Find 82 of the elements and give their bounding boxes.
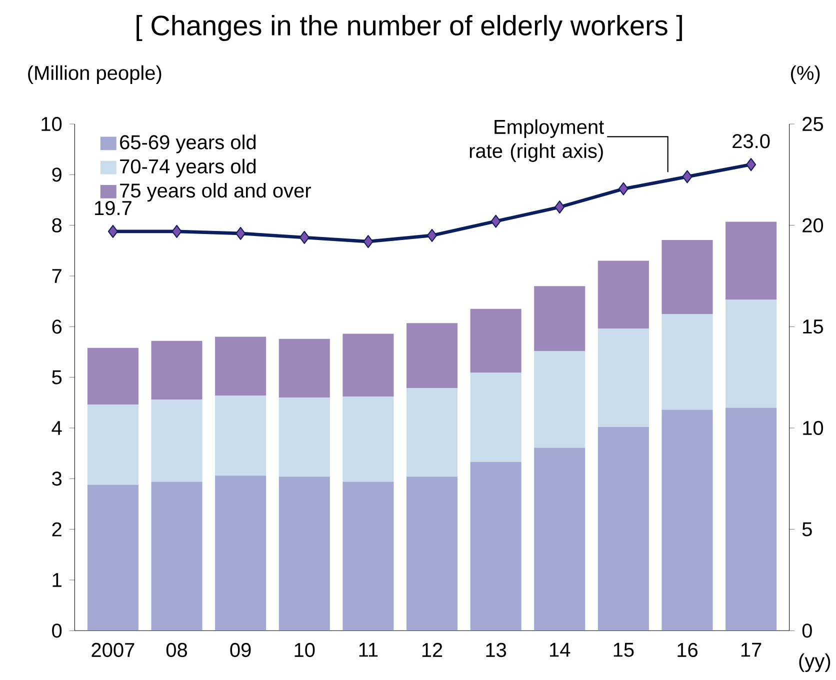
bar xyxy=(662,314,713,410)
point xyxy=(236,226,246,240)
x-tick-label: 10 xyxy=(294,642,315,658)
x-tick-label: 15 xyxy=(614,642,634,657)
data-label: 23.0 xyxy=(732,134,770,148)
point xyxy=(363,235,374,248)
bar xyxy=(726,300,777,408)
bar xyxy=(726,222,777,300)
point xyxy=(299,230,310,244)
legend-label: 75 years old and over xyxy=(120,182,311,202)
bar xyxy=(470,372,522,462)
bar xyxy=(406,323,458,388)
data-label: 19.7 xyxy=(95,200,132,216)
x-tick-label: 09 xyxy=(230,642,251,658)
bar xyxy=(534,448,586,631)
y-tick-label: 9 xyxy=(52,168,62,182)
bar xyxy=(278,476,330,631)
y-tick-label: 10 xyxy=(42,116,62,132)
y-tick-label: 4 xyxy=(52,421,62,435)
bar xyxy=(662,240,713,314)
point xyxy=(682,170,692,184)
y2-tick-label: 20 xyxy=(802,218,824,232)
point xyxy=(172,224,182,238)
bar xyxy=(406,388,458,477)
y-tick-label: 7 xyxy=(52,269,62,283)
x-tick-label: 2007 xyxy=(92,642,134,658)
y-axis-title: (Million people) xyxy=(28,65,162,84)
point xyxy=(108,224,118,238)
y-tick-label: 5 xyxy=(52,370,62,384)
legend-label: 70-74 years old xyxy=(120,158,256,178)
x-tick-label: 08 xyxy=(166,642,188,658)
x-tick-label: 11 xyxy=(359,642,378,657)
bar xyxy=(215,396,266,476)
y2-tick-label: 0 xyxy=(802,624,812,638)
bar xyxy=(278,398,330,477)
bar xyxy=(151,340,202,400)
point xyxy=(426,228,438,242)
bar xyxy=(598,260,649,329)
y-tick-label: 2 xyxy=(52,522,62,536)
bar xyxy=(534,286,586,351)
bar xyxy=(87,404,138,485)
y-tick-label: 3 xyxy=(52,472,62,486)
y2-tick-label: 5 xyxy=(802,522,812,536)
bar xyxy=(215,476,266,631)
y-tick-label: 8 xyxy=(52,218,62,232)
bar xyxy=(470,462,522,631)
bar xyxy=(598,328,649,427)
point xyxy=(490,214,501,228)
point xyxy=(746,158,756,172)
bar xyxy=(470,308,522,373)
chart-title: [ Changes in the number of elderly workers ] xyxy=(136,14,682,42)
x-tick-label: 17 xyxy=(741,642,762,657)
bar xyxy=(662,410,713,631)
annotation: Employment rate (right axis) xyxy=(470,119,604,162)
bar xyxy=(406,476,458,631)
bar xyxy=(342,482,394,631)
bar xyxy=(598,426,649,631)
x-tick-label: 14 xyxy=(550,642,570,657)
x-axis-title: (yy) xyxy=(799,653,830,672)
bar xyxy=(342,334,394,397)
bar xyxy=(278,338,330,398)
bar xyxy=(151,482,202,631)
y-tick-label: 0 xyxy=(52,624,62,638)
bar xyxy=(87,484,138,631)
bar xyxy=(726,408,777,631)
legend-label: 65-69 years old xyxy=(120,134,256,154)
y-tick-label: 1 xyxy=(52,573,62,587)
x-tick-label: 13 xyxy=(486,642,506,658)
bar xyxy=(87,348,138,405)
bar xyxy=(534,350,586,448)
point xyxy=(554,200,565,214)
y-tick-label: 6 xyxy=(52,320,62,334)
x-tick-label: 12 xyxy=(422,642,442,657)
y2-tick-label: 15 xyxy=(803,320,824,334)
y2-axis-title: (%) xyxy=(791,65,820,84)
x-tick-label: 16 xyxy=(678,642,698,658)
y2-tick-label: 10 xyxy=(803,420,824,436)
point xyxy=(618,182,628,196)
bar xyxy=(151,400,202,482)
bar xyxy=(342,396,394,482)
y2-tick-label: 25 xyxy=(802,116,824,132)
bar xyxy=(215,336,266,396)
